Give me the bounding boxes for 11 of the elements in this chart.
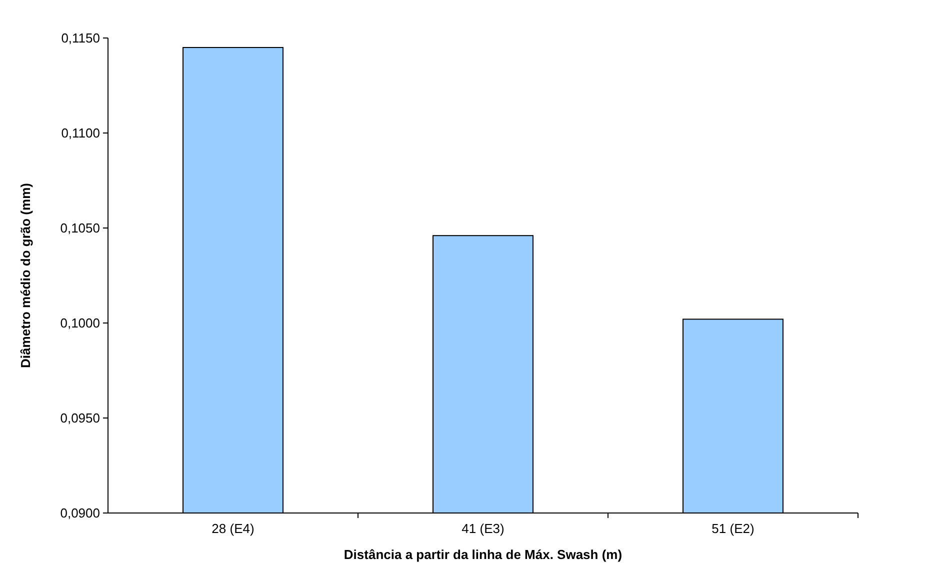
y-axis-title: Diâmetro médio do grão (mm) (18, 183, 33, 368)
y-tick-label: 0,1100 (61, 126, 100, 141)
x-tick-label: 41 (E3) (462, 521, 504, 536)
x-axis-title: Distância a partir da linha de Máx. Swash (m) (344, 547, 622, 562)
x-tick-label: 28 (E4) (212, 521, 254, 536)
y-tick-label: 0,1000 (60, 316, 100, 331)
y-tick-label: 0,0950 (60, 410, 100, 426)
x-tick-label: 51 (E2) (712, 521, 754, 536)
y-tick-label: 0,0900 (60, 506, 100, 521)
y-tick-label: 0,1050 (60, 220, 100, 236)
y-tick-label: 0,1150 (61, 30, 100, 46)
